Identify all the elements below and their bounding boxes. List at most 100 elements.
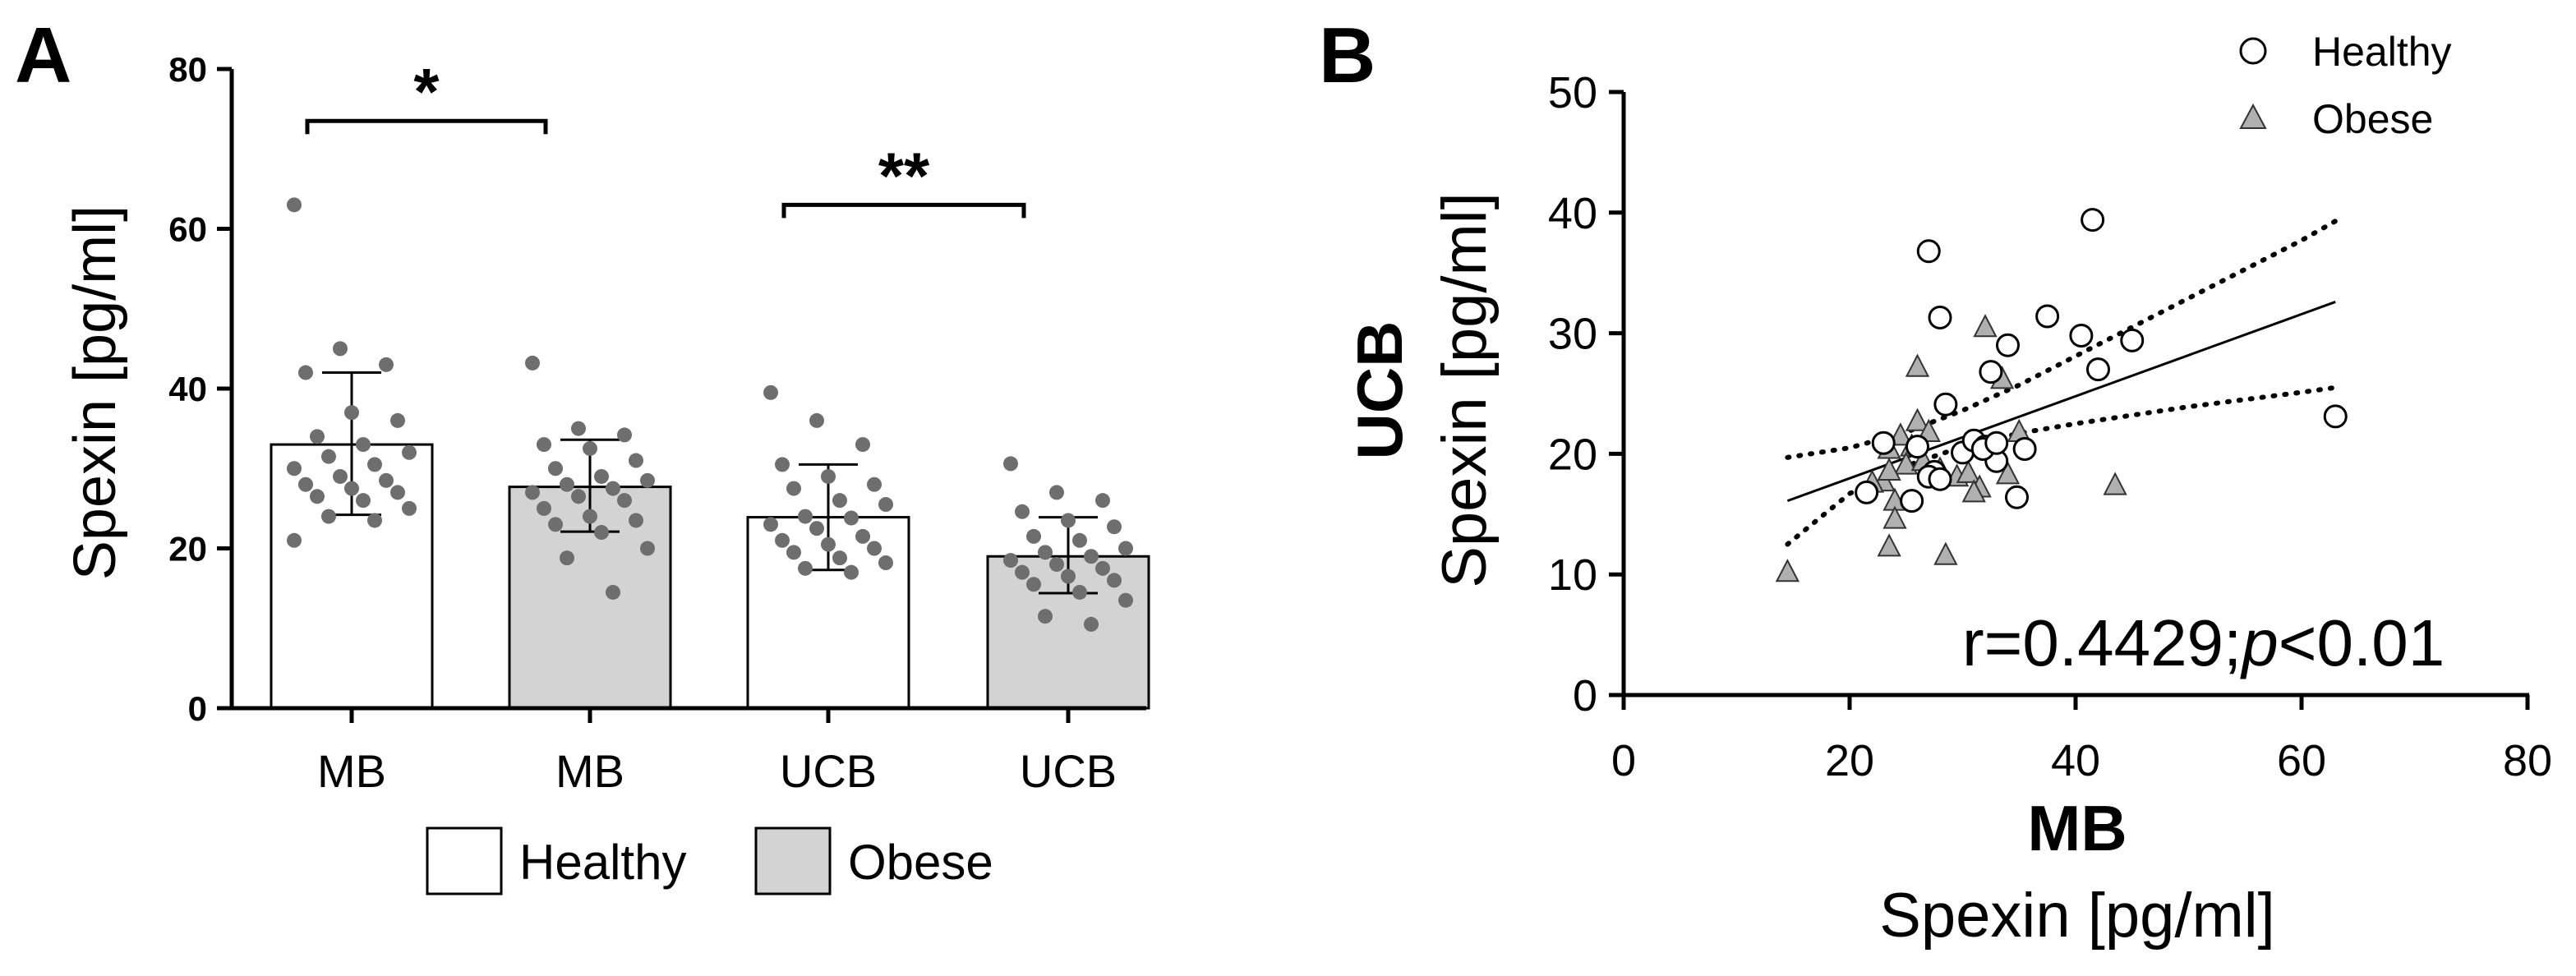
a-significance-label: ** — [878, 139, 930, 212]
b-healthy-point — [1871, 430, 1896, 455]
b-healthy-point — [2120, 328, 2145, 352]
b-annotation-r: r=0.4429; — [1962, 606, 2242, 679]
a-data-point — [867, 476, 882, 492]
a-data-point — [855, 528, 870, 544]
b-obese-point — [1995, 461, 2021, 485]
a-data-point — [1084, 549, 1099, 564]
a-data-point — [356, 437, 371, 453]
a-legend-swatch-obese — [754, 826, 832, 895]
a-legend-label-healthy: Healthy — [519, 835, 686, 890]
b-points — [1775, 208, 2348, 582]
a-data-point — [1026, 577, 1041, 592]
a-y-tick-label: 80 — [168, 50, 207, 89]
b-y-tick-label: 40 — [1548, 189, 1597, 238]
b-healthy-point — [1928, 306, 1952, 330]
b-obese-point — [1961, 479, 1986, 503]
a-data-point — [537, 500, 551, 516]
b-healthy-point — [1933, 392, 1958, 417]
a-data-point — [1026, 528, 1041, 544]
b-x-ticks: 0 20 40 60 80 — [1611, 695, 2552, 785]
a-data-point — [763, 384, 778, 400]
a-significance-label: * — [413, 55, 440, 128]
a-x-category-label: UCB — [1020, 745, 1117, 797]
a-legend-swatch-healthy — [426, 826, 503, 895]
a-data-point — [1084, 616, 1099, 632]
b-obese-point — [1877, 533, 1901, 557]
a-data-point — [855, 437, 870, 453]
b-healthy-point — [1916, 239, 1941, 264]
a-data-point — [525, 485, 540, 500]
b-legend-marker-obese — [2239, 103, 2267, 129]
b-obese-point — [1882, 505, 1907, 529]
a-data-point — [775, 457, 790, 472]
b-healthy-point — [1996, 333, 2020, 357]
a-data-point — [571, 421, 586, 436]
b-y-tick-label: 30 — [1548, 310, 1597, 359]
a-data-point — [606, 481, 620, 496]
a-data-point — [832, 493, 847, 509]
b-x-tick-label: 40 — [2051, 736, 2100, 785]
a-data-point — [298, 476, 313, 492]
a-data-point — [640, 472, 655, 488]
a-data-point — [344, 481, 359, 496]
a-data-point — [367, 457, 382, 472]
a-data-point — [583, 440, 597, 456]
b-healthy-point — [1900, 489, 1924, 513]
panel-b-letter: B — [1319, 12, 1376, 99]
b-legend: Healthy Obese — [2239, 29, 2452, 142]
b-healthy-point — [2012, 437, 2037, 462]
b-obese-point — [1888, 422, 1913, 446]
b-legend-label-healthy: Healthy — [2312, 29, 2452, 75]
b-x-axis-label-bold: MB — [2027, 792, 2127, 864]
a-data-point — [525, 355, 540, 371]
b-obese-point — [1973, 314, 1998, 338]
a-data-point — [321, 449, 336, 464]
b-obese-point — [1877, 457, 1901, 481]
b-obese-point — [1894, 451, 1919, 475]
b-y-tick-label: 0 — [1573, 671, 1597, 720]
a-data-point — [560, 550, 574, 566]
a-data-point — [333, 468, 348, 484]
a-data-point — [1118, 541, 1133, 556]
a-data-point — [629, 453, 643, 468]
a-data-point — [310, 429, 325, 444]
a-data-point — [594, 468, 609, 484]
a-x-category-label: UCB — [780, 745, 877, 797]
a-data-point — [367, 513, 382, 528]
a-bars — [270, 443, 1150, 710]
b-y-ticks: 0 10 20 30 40 50 — [1548, 68, 1624, 720]
a-data-point — [537, 437, 551, 453]
a-data-point — [640, 541, 655, 556]
b-regression-line — [1786, 301, 2336, 503]
a-significance-bracket — [305, 118, 548, 135]
a-data-point — [878, 555, 893, 571]
a-data-point — [1095, 560, 1110, 576]
b-obese-point — [1775, 559, 1800, 582]
a-data-point — [1049, 485, 1064, 500]
b-y-axis-label: Spexin [pg/ml] — [1430, 192, 1500, 588]
a-data-point — [402, 444, 417, 460]
b-obese-point — [1916, 418, 1941, 442]
a-data-point — [786, 545, 801, 560]
a-data-point — [1003, 456, 1018, 472]
b-x-axis-label: Spexin [pg/ml] — [1879, 881, 2275, 951]
b-annotation-p: p — [2240, 606, 2279, 679]
a-data-point — [594, 525, 609, 541]
a-data-point — [344, 405, 359, 421]
a-data-point — [379, 472, 394, 488]
a-y-tick-label: 40 — [168, 370, 207, 408]
b-y-tick-label: 20 — [1548, 430, 1597, 479]
a-y-ticks: 0 20 40 60 80 — [168, 50, 232, 728]
a-data-point — [390, 412, 405, 428]
a-data-point — [1118, 592, 1133, 608]
b-obese-point — [2103, 472, 2127, 495]
b-healthy-point — [2005, 485, 2029, 509]
b-x-tick-label: 60 — [2277, 736, 2326, 785]
b-healthy-point — [2323, 404, 2348, 429]
b-x-tick-label: 80 — [2503, 736, 2552, 785]
a-data-point — [798, 560, 813, 576]
a-y-tick-label: 0 — [188, 689, 207, 728]
b-legend-marker-healthy — [2239, 37, 2267, 65]
a-points — [287, 197, 1133, 632]
